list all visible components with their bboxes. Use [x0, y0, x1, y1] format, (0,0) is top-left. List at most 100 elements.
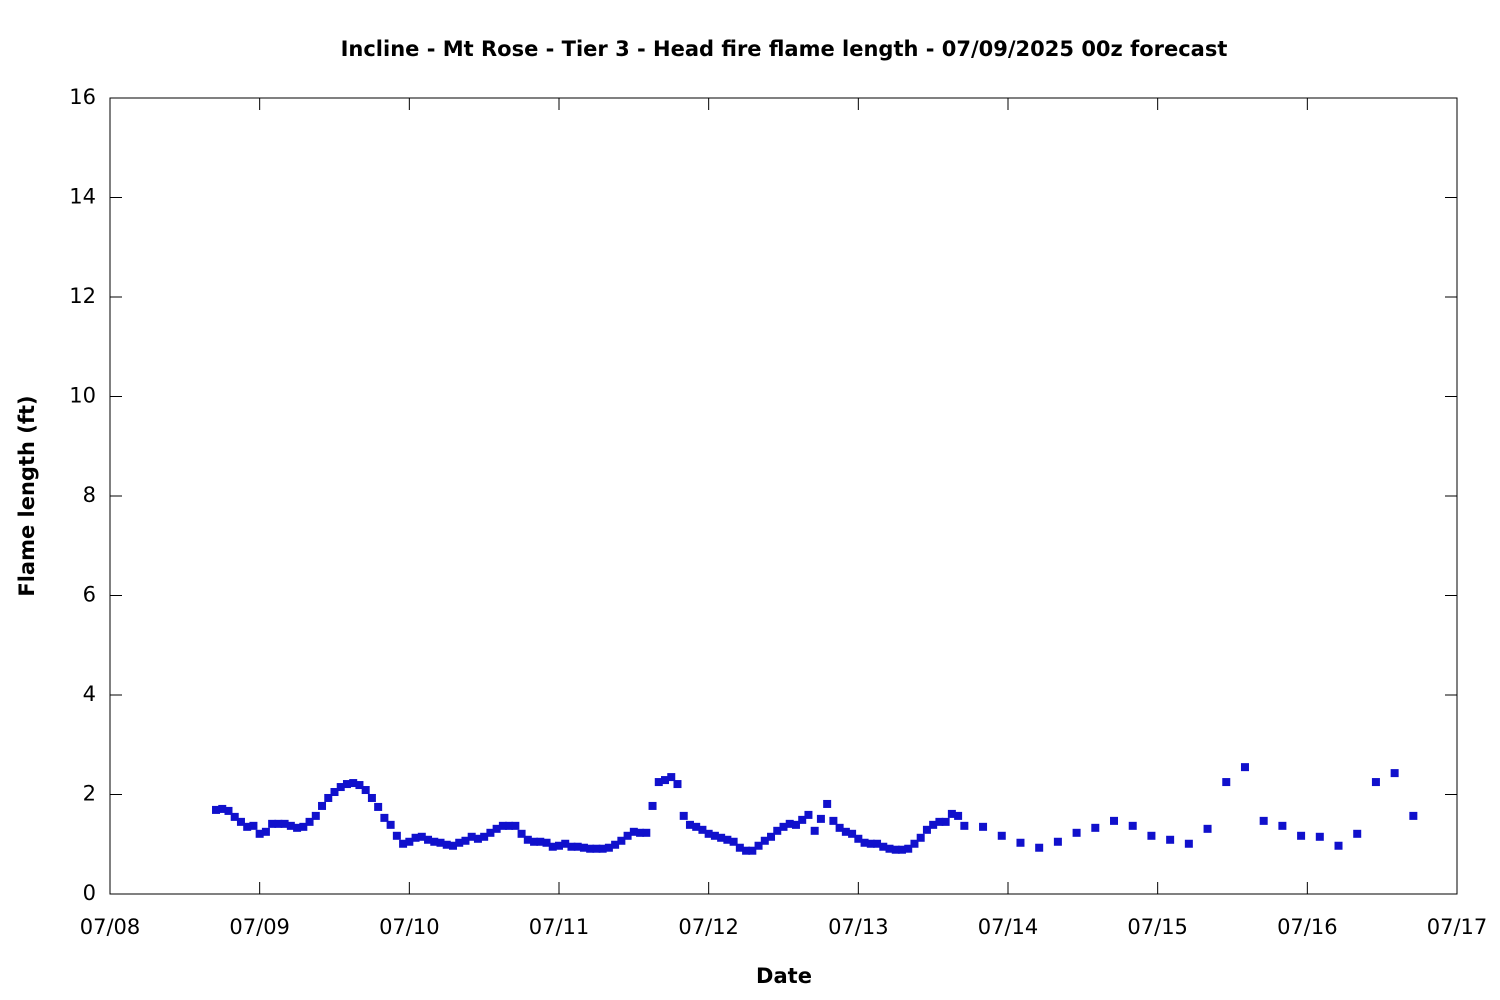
point	[455, 838, 464, 847]
point	[367, 793, 376, 802]
point	[268, 819, 277, 828]
x-tick-label: 07/16	[1277, 915, 1338, 939]
point	[604, 843, 613, 852]
point	[579, 843, 588, 852]
point	[230, 812, 239, 821]
point	[773, 826, 782, 835]
point	[330, 788, 339, 797]
point	[405, 837, 414, 846]
point	[910, 839, 919, 848]
point	[430, 837, 439, 846]
point	[1353, 829, 1362, 838]
point	[1072, 828, 1081, 837]
point	[567, 842, 576, 851]
point	[717, 833, 726, 842]
point	[280, 819, 289, 828]
point	[236, 817, 245, 826]
plot-frame	[109, 97, 1458, 895]
point	[548, 842, 557, 851]
point	[636, 828, 645, 837]
point	[386, 820, 395, 829]
point	[243, 822, 252, 831]
point	[979, 822, 988, 831]
point	[511, 821, 520, 830]
point	[698, 825, 707, 834]
y-tick-label: 16	[69, 85, 96, 109]
x-tick-label: 07/09	[229, 915, 290, 939]
point	[218, 804, 227, 813]
point	[611, 840, 620, 849]
point	[486, 828, 495, 837]
point	[947, 809, 956, 818]
point	[505, 821, 514, 830]
y-tick-label: 14	[69, 185, 96, 209]
point	[318, 801, 327, 810]
point	[617, 836, 626, 845]
point	[873, 839, 882, 848]
point	[1222, 778, 1231, 787]
point	[517, 829, 526, 838]
point	[361, 786, 370, 795]
point	[324, 793, 333, 802]
x-tick-label: 07/12	[678, 915, 739, 939]
chart-title: Incline - Mt Rose - Tier 3 - Head fire f…	[341, 37, 1228, 61]
point	[685, 820, 694, 829]
point	[835, 823, 844, 832]
point	[555, 841, 563, 850]
point	[342, 780, 351, 789]
point	[897, 845, 906, 854]
point	[1390, 769, 1399, 778]
y-tick-label: 0	[83, 881, 96, 905]
point	[530, 837, 539, 846]
point	[261, 827, 270, 836]
x-tick-label: 07/10	[379, 915, 440, 939]
point	[336, 783, 345, 792]
point	[879, 842, 888, 851]
point	[1166, 835, 1175, 844]
x-axis-label: Date	[756, 964, 812, 988]
point	[767, 832, 776, 841]
point	[935, 817, 944, 826]
point	[1278, 821, 1287, 830]
point	[523, 835, 532, 844]
point	[1203, 824, 1212, 833]
point	[1184, 839, 1193, 848]
point	[941, 817, 950, 826]
point	[448, 841, 457, 850]
point	[904, 844, 913, 853]
point	[704, 829, 713, 838]
point	[648, 801, 657, 810]
point	[1334, 841, 1343, 850]
point	[542, 838, 551, 847]
point	[710, 831, 719, 840]
point	[785, 819, 794, 828]
point	[573, 842, 582, 851]
point	[1035, 843, 1044, 852]
point	[661, 776, 670, 785]
point	[380, 813, 389, 822]
point	[748, 846, 757, 855]
point	[848, 829, 857, 838]
point	[735, 843, 744, 852]
x-tick-label: 07/17	[1427, 915, 1488, 939]
point	[922, 825, 931, 834]
point	[798, 815, 807, 824]
point	[417, 832, 426, 841]
point	[885, 844, 894, 853]
point	[374, 802, 383, 811]
point	[891, 845, 900, 854]
point	[679, 811, 688, 820]
point	[436, 838, 445, 847]
point	[586, 844, 595, 853]
point	[293, 823, 302, 832]
point	[411, 833, 420, 842]
point	[473, 834, 482, 843]
point	[810, 826, 819, 835]
point	[1240, 763, 1249, 772]
y-tick-label: 4	[83, 682, 96, 706]
point	[667, 773, 676, 782]
point	[1259, 816, 1268, 825]
point	[355, 781, 364, 790]
point	[1371, 778, 1380, 787]
